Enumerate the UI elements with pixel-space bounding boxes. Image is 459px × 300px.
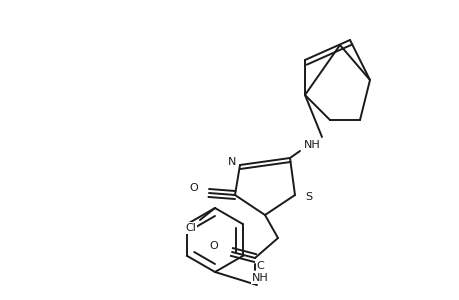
Text: NH: NH	[303, 140, 319, 150]
Text: N: N	[227, 157, 235, 167]
Text: O: O	[209, 241, 218, 251]
Text: S: S	[305, 192, 312, 202]
Text: Cl: Cl	[185, 223, 196, 233]
Text: NH: NH	[251, 273, 268, 283]
Text: O: O	[189, 183, 198, 193]
Text: C: C	[256, 261, 263, 271]
